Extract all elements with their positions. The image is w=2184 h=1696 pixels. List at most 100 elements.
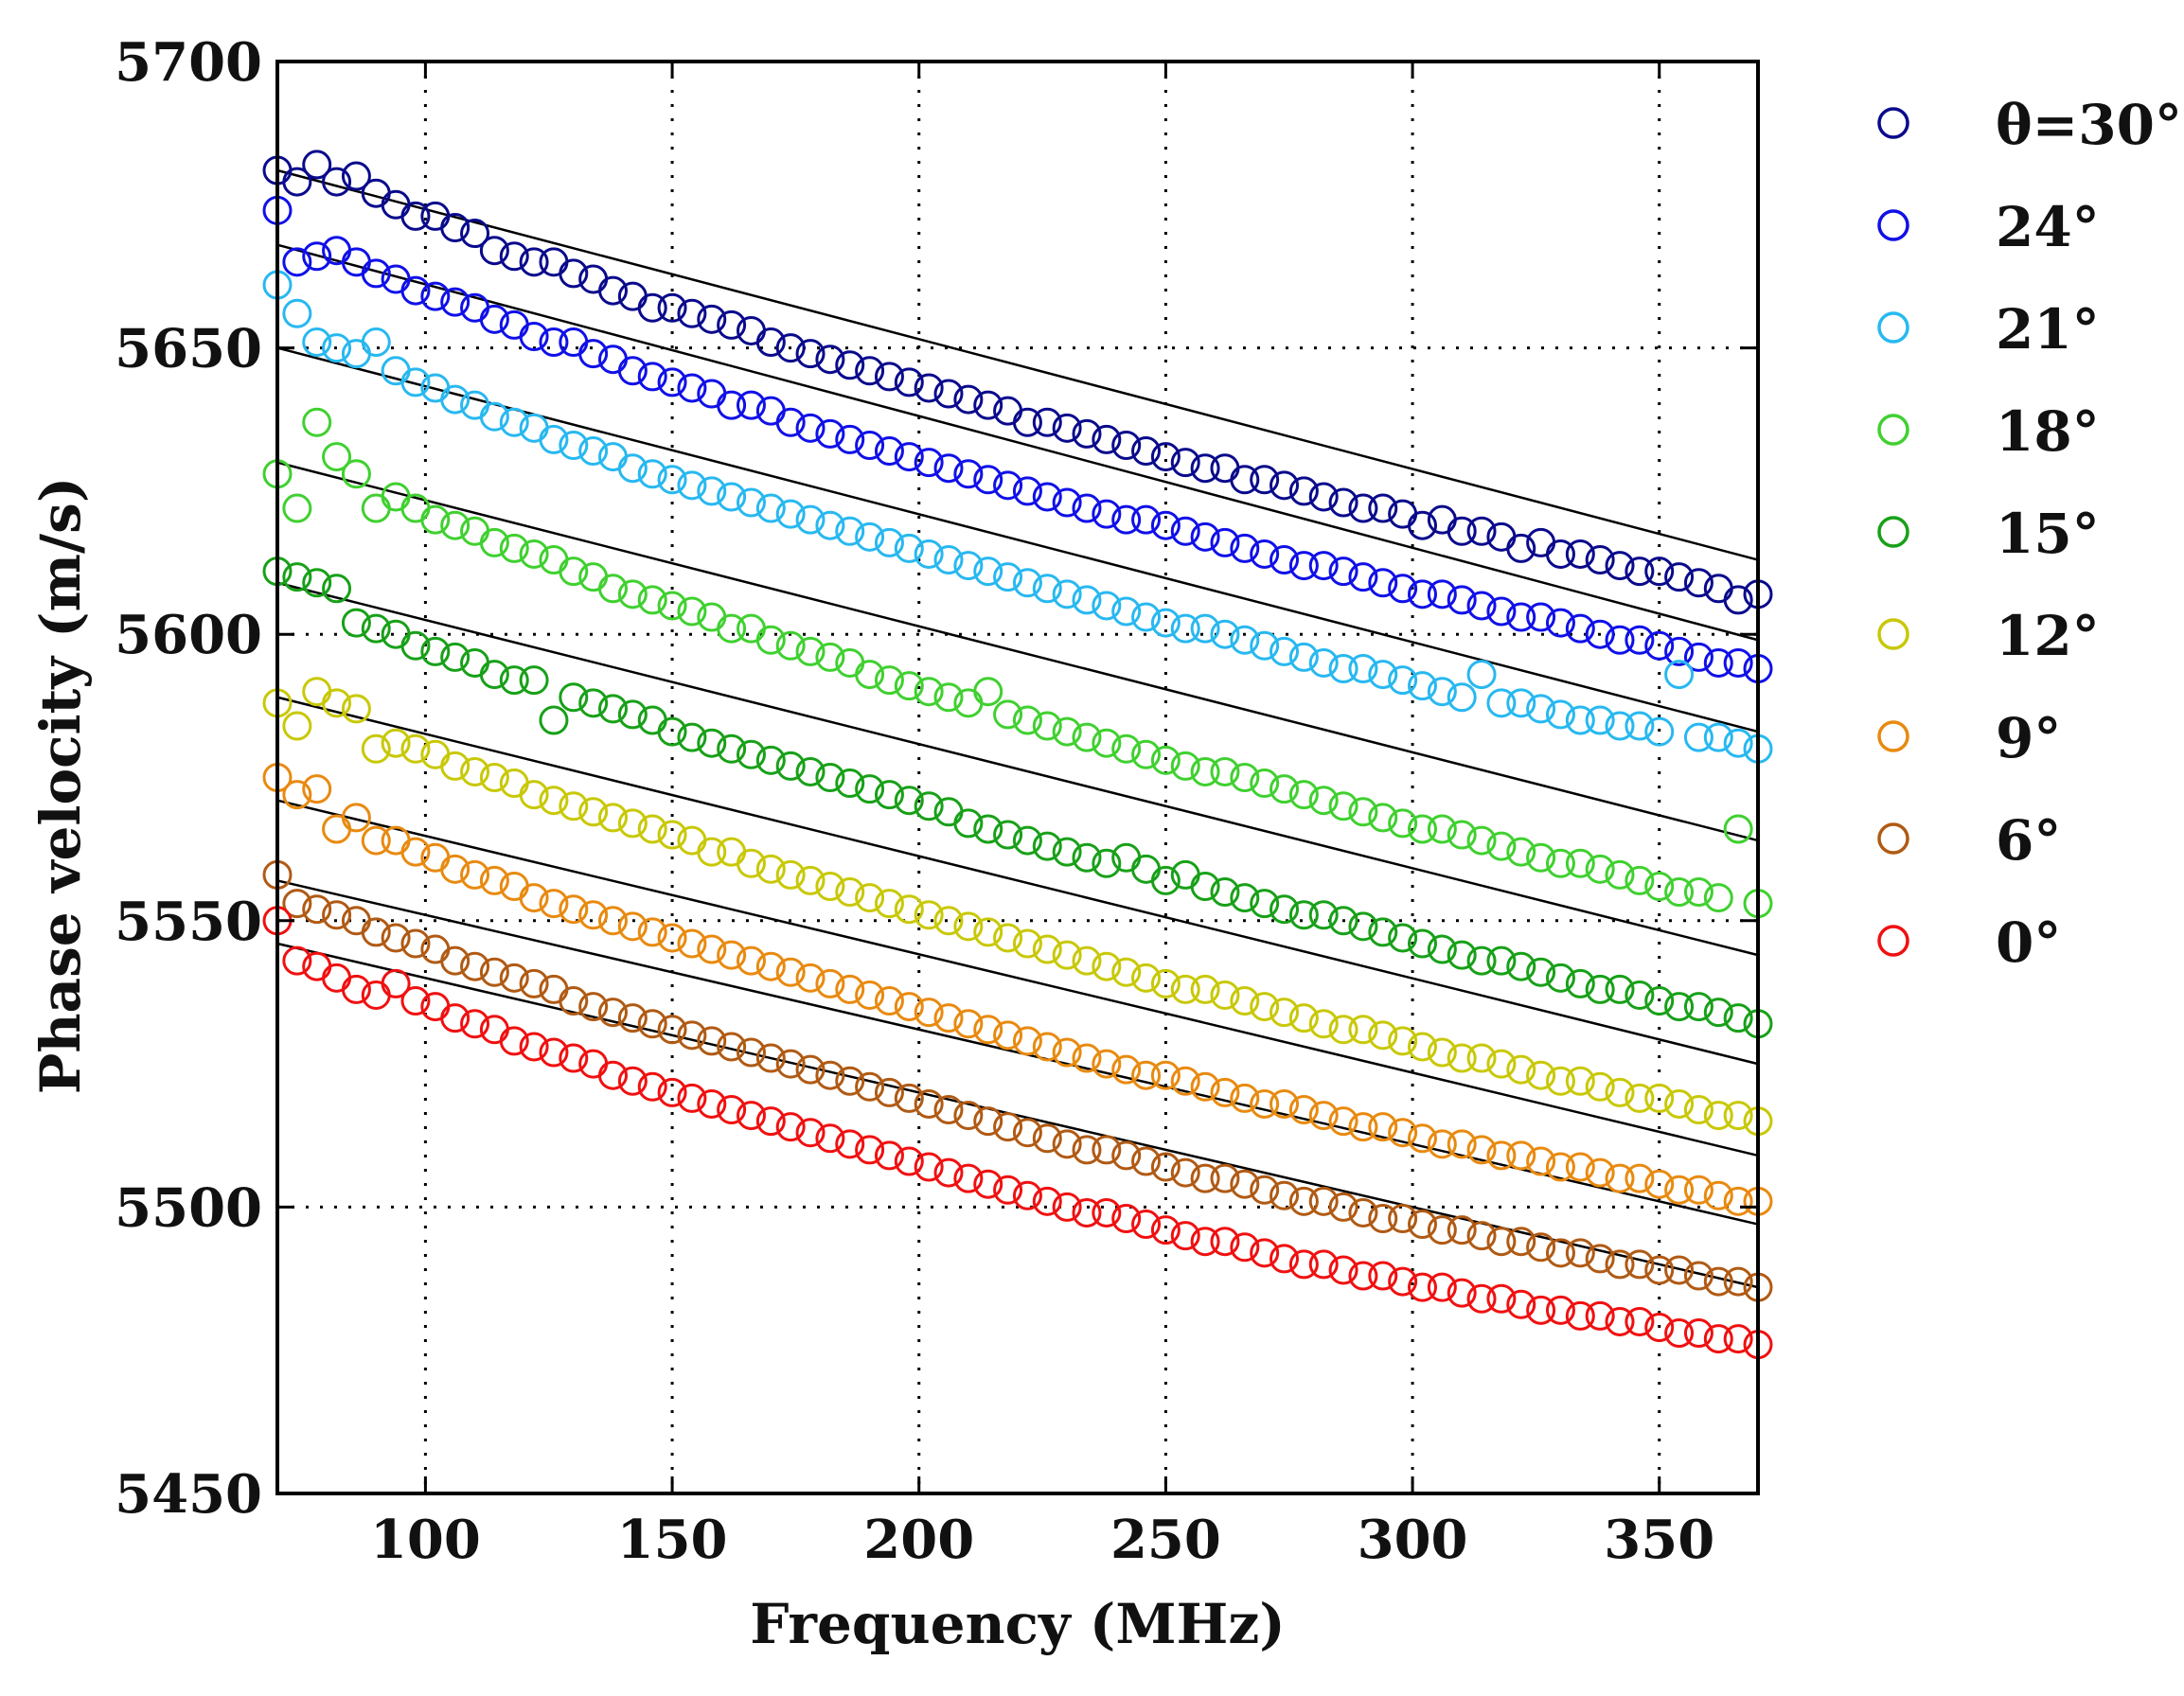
data-point bbox=[1230, 625, 1260, 655]
data-point bbox=[637, 1009, 667, 1039]
data-point bbox=[1526, 957, 1556, 987]
data-point bbox=[361, 327, 391, 358]
data-point bbox=[578, 900, 609, 930]
fit-line bbox=[276, 581, 1759, 957]
data-point bbox=[1150, 1152, 1181, 1182]
data-point bbox=[282, 247, 312, 277]
data-point bbox=[282, 711, 312, 741]
data-point bbox=[1270, 894, 1300, 925]
data-point bbox=[855, 883, 885, 913]
data-point bbox=[1683, 1175, 1713, 1205]
data-point bbox=[1328, 1106, 1358, 1137]
data-point bbox=[1506, 602, 1536, 632]
data-point bbox=[499, 533, 529, 563]
data-point bbox=[1111, 1204, 1142, 1234]
data-point bbox=[697, 934, 727, 964]
data-point bbox=[1723, 1266, 1753, 1297]
data-point bbox=[755, 327, 786, 358]
data-point bbox=[1466, 1221, 1497, 1251]
data-point bbox=[894, 442, 924, 472]
data-point bbox=[1190, 453, 1220, 484]
data-point bbox=[1703, 1324, 1733, 1354]
data-point bbox=[1012, 928, 1042, 959]
data-point bbox=[539, 327, 569, 358]
data-point bbox=[1170, 613, 1200, 644]
data-point bbox=[1150, 608, 1181, 638]
data-point bbox=[1625, 556, 1655, 587]
data-point bbox=[1605, 1163, 1635, 1193]
data-point bbox=[874, 665, 904, 696]
data-point bbox=[874, 527, 904, 557]
data-point bbox=[1288, 1003, 1319, 1034]
data-point bbox=[341, 608, 371, 638]
data-point bbox=[1486, 596, 1517, 627]
data-point bbox=[1723, 585, 1753, 615]
data-point bbox=[835, 768, 865, 799]
data-point bbox=[1427, 1215, 1457, 1246]
data-point bbox=[400, 986, 431, 1016]
data-point bbox=[1288, 900, 1319, 930]
data-point bbox=[400, 630, 431, 661]
data-point bbox=[1270, 998, 1300, 1028]
data-point bbox=[1348, 1015, 1378, 1045]
data-point bbox=[1250, 768, 1280, 799]
data-point bbox=[1032, 574, 1062, 604]
data-point bbox=[400, 928, 431, 959]
data-point bbox=[1250, 889, 1280, 919]
data-point bbox=[381, 968, 411, 998]
data-point bbox=[1230, 1169, 1260, 1199]
data-point bbox=[1447, 1129, 1477, 1159]
data-point bbox=[1585, 1300, 1615, 1331]
data-point bbox=[815, 418, 845, 449]
data-point bbox=[1388, 574, 1418, 604]
data-point bbox=[1723, 1324, 1753, 1354]
data-point bbox=[440, 213, 471, 243]
data-point bbox=[1388, 665, 1418, 696]
data-point bbox=[1230, 1232, 1260, 1263]
data-point bbox=[953, 384, 984, 415]
data-point bbox=[617, 579, 648, 610]
data-point bbox=[815, 968, 845, 998]
data-point bbox=[1466, 945, 1497, 976]
data-point bbox=[341, 247, 371, 277]
data-point bbox=[1150, 1060, 1181, 1090]
data-point bbox=[1111, 1140, 1142, 1171]
data-point bbox=[282, 780, 312, 810]
data-point bbox=[953, 551, 984, 581]
data-point bbox=[1644, 871, 1675, 901]
data-point bbox=[1486, 1049, 1517, 1079]
data-point bbox=[1407, 1272, 1437, 1302]
data-point bbox=[894, 992, 924, 1022]
data-point bbox=[677, 596, 707, 627]
data-point bbox=[894, 894, 924, 925]
data-point bbox=[677, 928, 707, 959]
legend: θ=30° 24° 21° 18° 15° 12° 9° 6° 0° bbox=[1877, 93, 2182, 975]
x-axis-title: Frequency (MHz) bbox=[750, 1592, 1285, 1656]
data-point bbox=[1092, 728, 1122, 758]
data-point bbox=[1012, 1026, 1042, 1056]
data-point bbox=[1092, 1049, 1122, 1079]
data-point bbox=[499, 963, 529, 993]
data-point bbox=[1150, 745, 1181, 775]
data-point bbox=[282, 889, 312, 919]
data-point bbox=[1466, 516, 1497, 546]
data-point bbox=[1605, 1077, 1635, 1107]
data-point bbox=[1407, 814, 1437, 844]
data-point bbox=[795, 756, 826, 786]
data-point bbox=[1664, 992, 1695, 1022]
data-point bbox=[717, 1032, 747, 1062]
data-point bbox=[361, 493, 391, 523]
data-point bbox=[1012, 825, 1042, 856]
data-point bbox=[1288, 642, 1319, 672]
legend-label: 9° bbox=[1996, 706, 2061, 770]
data-point bbox=[637, 585, 667, 615]
data-point bbox=[361, 733, 391, 764]
data-point bbox=[1348, 1197, 1378, 1228]
data-point bbox=[617, 808, 648, 839]
data-point bbox=[1230, 986, 1260, 1016]
data-point bbox=[460, 1009, 490, 1039]
data-point bbox=[559, 986, 589, 1016]
data-point bbox=[1565, 1300, 1595, 1331]
data-point bbox=[322, 167, 352, 197]
data-point bbox=[1368, 803, 1398, 833]
